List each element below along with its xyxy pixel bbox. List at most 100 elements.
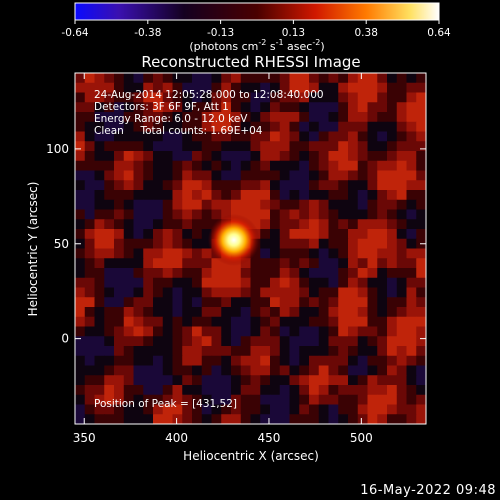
heatmap-cell	[221, 316, 232, 328]
heatmap-cell	[240, 336, 252, 347]
heatmap-cell	[240, 92, 252, 103]
heatmap-cell	[357, 73, 369, 84]
heatmap-cell	[250, 73, 261, 84]
heatmap-cell	[231, 297, 242, 308]
heatmap-cell	[221, 414, 232, 424]
heatmap-cell	[377, 238, 388, 250]
heatmap-cell	[299, 131, 310, 142]
heatmap-cell	[114, 121, 125, 133]
heatmap-cell	[240, 112, 252, 123]
heatmap-cell	[182, 151, 193, 162]
heatmap-cell	[328, 121, 339, 133]
heatmap-cell	[133, 238, 144, 250]
heatmap-cell	[182, 190, 193, 201]
heatmap-cell	[377, 316, 388, 328]
heatmap-cell	[104, 385, 115, 396]
heatmap-cell	[270, 238, 281, 250]
heatmap-cell	[182, 229, 193, 240]
heatmap-cell	[348, 131, 359, 142]
heatmap-cell	[192, 414, 203, 424]
heatmap-cell	[123, 73, 135, 84]
heatmap-cell	[387, 375, 398, 386]
heatmap-cell	[318, 355, 330, 367]
heatmap-cell	[406, 268, 417, 279]
heatmap-cell	[182, 209, 193, 220]
heatmap-cell	[123, 209, 135, 220]
heatmap-cell	[299, 121, 310, 133]
heatmap-cell	[84, 229, 96, 240]
heatmap-cell	[357, 385, 369, 396]
heatmap-cell	[289, 73, 300, 84]
heatmap-cell	[318, 238, 330, 250]
heatmap-cell	[143, 131, 154, 142]
heatmap-cell	[123, 375, 135, 386]
heatmap-cell	[153, 170, 164, 181]
heatmap-cell	[192, 82, 203, 94]
heatmap-cell	[162, 73, 174, 84]
heatmap-cell	[162, 277, 174, 289]
heatmap-cell	[192, 112, 203, 123]
heatmap-cell	[201, 287, 213, 298]
heatmap-cell	[406, 326, 417, 337]
heatmap-cell	[84, 92, 96, 103]
heatmap-cell	[250, 414, 261, 424]
heatmap-cell	[299, 375, 310, 386]
heatmap-cell	[299, 414, 310, 424]
heatmap-cell	[133, 209, 144, 220]
heatmap-cell	[211, 141, 222, 152]
heatmap-cell	[211, 287, 222, 298]
heatmap-cell	[328, 73, 339, 84]
heatmap-cell	[153, 326, 164, 337]
heatmap-cell	[104, 287, 115, 298]
heatmap-cell	[289, 326, 300, 337]
heatmap-cell	[192, 365, 203, 376]
heatmap-cell	[318, 131, 330, 142]
heatmap-cell	[348, 326, 359, 337]
heatmap-cell	[260, 219, 271, 230]
heatmap-cell	[357, 219, 369, 230]
heatmap-cell	[123, 190, 135, 201]
heatmap-cell	[211, 190, 222, 201]
heatmap-cell	[94, 365, 105, 376]
observation-annotations: 24-Aug-2014 12:05:28.000 to 12:08:40.000…	[94, 89, 324, 137]
heatmap-cell	[94, 287, 105, 298]
heatmap-cell	[348, 297, 359, 308]
heatmap-cell	[387, 92, 398, 103]
heatmap-cell	[201, 73, 213, 84]
heatmap-cell	[162, 365, 174, 376]
heatmap-cell	[338, 238, 349, 250]
heatmap-cell	[396, 73, 408, 84]
heatmap-cell	[387, 73, 398, 84]
heatmap-cell	[318, 92, 330, 103]
heatmap-cell	[250, 268, 261, 279]
heatmap-cell	[309, 248, 320, 259]
heatmap-cell	[416, 151, 426, 162]
heatmap-cell	[231, 92, 242, 103]
heatmap-cell	[357, 326, 369, 337]
heatmap-cell	[114, 219, 125, 230]
heatmap-cell	[143, 219, 154, 230]
heatmap-cell	[289, 160, 300, 172]
heatmap-cell	[162, 141, 174, 152]
heatmap-cell	[84, 307, 96, 318]
heatmap-cell	[192, 199, 203, 211]
heatmap-cell	[201, 121, 213, 133]
heatmap-cell	[201, 414, 213, 424]
heatmap-cell	[309, 170, 320, 181]
heatmap-cell	[211, 82, 222, 94]
heatmap-cell	[338, 346, 349, 357]
heatmap-cell	[133, 82, 144, 94]
heatmap-cell	[357, 414, 369, 424]
heatmap-cell	[348, 112, 359, 123]
heatmap-cell	[416, 297, 426, 308]
heatmap-cell	[299, 297, 310, 308]
heatmap-cell	[94, 190, 105, 201]
heatmap-cell	[367, 316, 378, 328]
heatmap-cell	[367, 258, 378, 269]
heatmap-cell	[104, 346, 115, 357]
heatmap-cell	[338, 121, 349, 133]
heatmap-cell	[416, 199, 426, 211]
heatmap-cell	[328, 199, 339, 211]
heatmap-cell	[387, 151, 398, 162]
heatmap-cell	[377, 307, 388, 318]
